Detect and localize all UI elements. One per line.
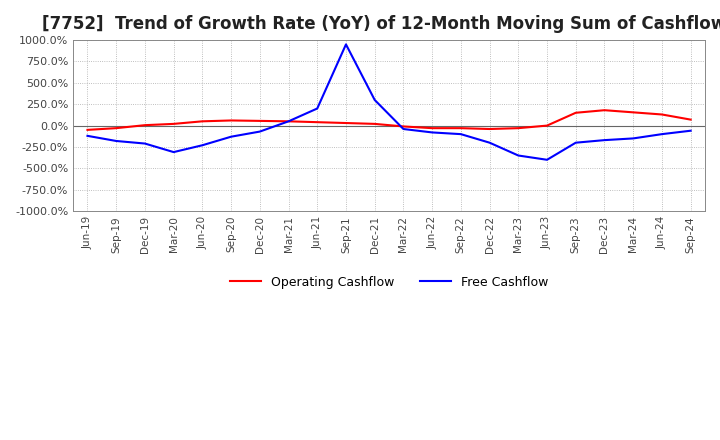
Operating Cashflow <box>485 126 494 132</box>
Free Cashflow <box>169 150 178 155</box>
Operating Cashflow <box>657 112 666 117</box>
Free Cashflow <box>112 138 120 143</box>
Operating Cashflow <box>629 110 637 115</box>
Free Cashflow <box>83 133 91 139</box>
Free Cashflow <box>342 42 351 47</box>
Legend: Operating Cashflow, Free Cashflow: Operating Cashflow, Free Cashflow <box>225 271 553 294</box>
Operating Cashflow <box>83 127 91 132</box>
Free Cashflow <box>399 126 408 132</box>
Free Cashflow <box>313 106 322 111</box>
Free Cashflow <box>600 137 609 143</box>
Operating Cashflow <box>169 121 178 127</box>
Free Cashflow <box>256 129 264 134</box>
Operating Cashflow <box>198 119 207 124</box>
Operating Cashflow <box>112 125 120 131</box>
Free Cashflow <box>227 134 235 139</box>
Operating Cashflow <box>686 117 695 122</box>
Operating Cashflow <box>140 122 149 128</box>
Operating Cashflow <box>313 120 322 125</box>
Line: Operating Cashflow: Operating Cashflow <box>87 110 690 130</box>
Free Cashflow <box>140 141 149 146</box>
Operating Cashflow <box>256 118 264 124</box>
Free Cashflow <box>657 132 666 137</box>
Free Cashflow <box>485 140 494 145</box>
Operating Cashflow <box>514 125 523 131</box>
Free Cashflow <box>456 132 465 137</box>
Operating Cashflow <box>428 125 436 131</box>
Free Cashflow <box>543 157 552 162</box>
Free Cashflow <box>686 128 695 133</box>
Operating Cashflow <box>572 110 580 115</box>
Operating Cashflow <box>342 121 351 126</box>
Operating Cashflow <box>543 123 552 128</box>
Free Cashflow <box>629 136 637 141</box>
Title: [7752]  Trend of Growth Rate (YoY) of 12-Month Moving Sum of Cashflows: [7752] Trend of Growth Rate (YoY) of 12-… <box>42 15 720 33</box>
Operating Cashflow <box>284 119 293 124</box>
Free Cashflow <box>514 153 523 158</box>
Operating Cashflow <box>399 124 408 129</box>
Operating Cashflow <box>227 118 235 123</box>
Operating Cashflow <box>456 125 465 131</box>
Free Cashflow <box>428 130 436 135</box>
Operating Cashflow <box>600 107 609 113</box>
Free Cashflow <box>198 143 207 148</box>
Free Cashflow <box>284 119 293 124</box>
Operating Cashflow <box>370 121 379 127</box>
Free Cashflow <box>370 97 379 103</box>
Free Cashflow <box>572 140 580 145</box>
Line: Free Cashflow: Free Cashflow <box>87 44 690 160</box>
